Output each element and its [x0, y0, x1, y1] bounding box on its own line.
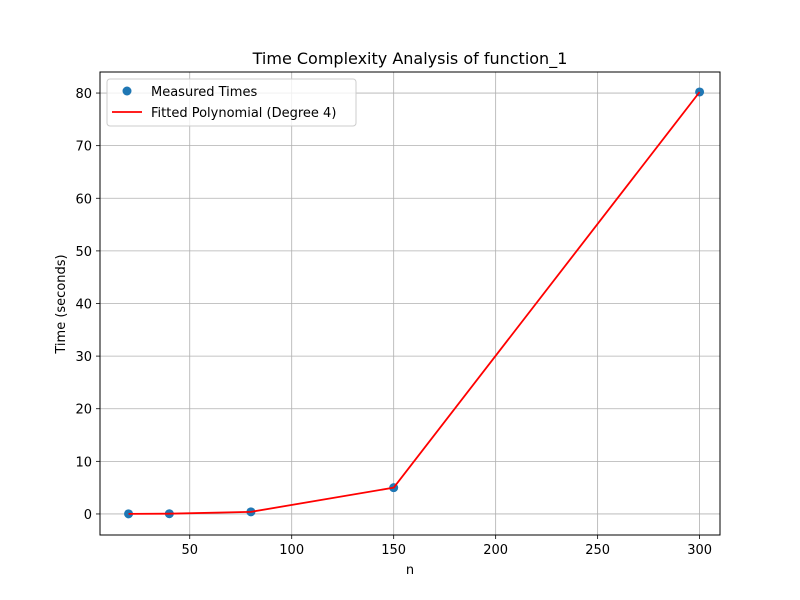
legend-box — [106, 78, 357, 127]
y-axis-label: Time (seconds) — [54, 254, 69, 354]
y-tick-label: 60 — [75, 192, 92, 207]
y-tick-label: 50 — [75, 245, 92, 260]
x-axis: 50 100 150 200 250 300 — [181, 535, 712, 558]
legend-marker-measured — [122, 86, 132, 96]
legend-label-fitted: Fitted Polynomial (Degree 4) — [151, 106, 336, 121]
y-axis: 0 10 20 30 40 50 60 70 80 — [75, 87, 100, 523]
x-tick-label: 100 — [279, 543, 304, 558]
grid — [100, 72, 720, 535]
series-layer — [124, 87, 705, 519]
legend-label-measured: Measured Times — [151, 85, 257, 100]
x-tick-label: 300 — [687, 543, 712, 558]
y-tick-label: 70 — [75, 140, 92, 155]
y-tick-label: 20 — [75, 403, 92, 418]
chart-title: Time Complexity Analysis of function_1 — [252, 49, 568, 69]
x-tick-label: 150 — [381, 543, 406, 558]
x-tick-label: 200 — [483, 543, 508, 558]
y-tick-label: 40 — [75, 298, 92, 313]
y-tick-label: 30 — [75, 350, 92, 365]
x-tick-label: 250 — [585, 543, 610, 558]
y-tick-label: 80 — [75, 87, 92, 102]
x-axis-label: n — [406, 563, 414, 578]
y-tick-label: 10 — [75, 455, 92, 470]
x-tick-label: 50 — [181, 543, 198, 558]
legend: Measured Times Fitted Polynomial (Degree… — [106, 78, 357, 127]
y-tick-label: 0 — [84, 508, 92, 523]
fitted-polynomial-line — [128, 91, 701, 515]
